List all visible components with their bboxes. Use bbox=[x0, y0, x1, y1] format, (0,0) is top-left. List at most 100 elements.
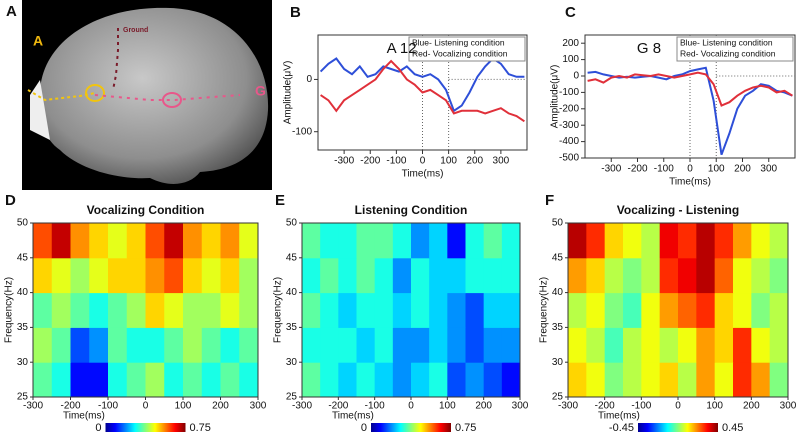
heatmap-cell bbox=[392, 292, 412, 328]
heatmap-cell bbox=[89, 223, 109, 259]
heatmap-cell bbox=[126, 292, 146, 328]
heatmap-cell bbox=[678, 362, 697, 398]
heatmap-cell bbox=[411, 327, 430, 363]
x-tick-label: -200 bbox=[328, 401, 348, 412]
x-tick-label: 0 bbox=[687, 164, 693, 175]
heatmap-cell bbox=[714, 327, 734, 363]
heatmap-cell bbox=[714, 362, 734, 398]
heatmap-cell bbox=[586, 223, 606, 259]
x-axis-label: Time(ms) bbox=[598, 411, 640, 422]
legend-label: Blue- Listening condition bbox=[412, 37, 505, 47]
heatmap-cell bbox=[338, 223, 357, 259]
y-tick-label: 35 bbox=[552, 322, 564, 333]
heatmap-cell bbox=[51, 327, 71, 363]
heatmap-cell bbox=[33, 257, 53, 294]
brain bbox=[39, 7, 269, 184]
heatmap-cell bbox=[447, 327, 466, 363]
panel-label: A bbox=[6, 3, 17, 20]
y-tick-label: -200 bbox=[559, 103, 579, 114]
y-tick-label: 40 bbox=[17, 287, 29, 298]
heatmap-cell bbox=[239, 257, 259, 294]
heatmap-cell bbox=[33, 223, 53, 259]
x-tick-label: -200 bbox=[595, 401, 615, 412]
heatmap-cell bbox=[145, 327, 165, 363]
y-tick-label: 200 bbox=[562, 38, 579, 49]
heatmap-cell bbox=[696, 327, 716, 363]
heatmap-cell bbox=[586, 292, 606, 328]
heatmap-cell bbox=[356, 327, 376, 363]
heatmap-cell bbox=[641, 362, 661, 398]
heatmap-cell bbox=[374, 223, 394, 259]
heatmap-cell bbox=[239, 292, 259, 328]
chart-title: A 12 bbox=[387, 40, 417, 57]
strip-label: A bbox=[33, 33, 43, 49]
heatmap-cell bbox=[483, 362, 503, 398]
heatmap-cell bbox=[447, 362, 466, 398]
heatmap-cell bbox=[89, 292, 109, 328]
heatmap-cell bbox=[501, 223, 521, 259]
heatmap-cell bbox=[733, 223, 752, 259]
heatmap-cell bbox=[678, 257, 697, 294]
heatmap-cell bbox=[302, 362, 321, 398]
y-tick-label: 35 bbox=[17, 322, 29, 333]
x-tick-label: 300 bbox=[512, 401, 529, 412]
electrode-highlight bbox=[162, 92, 182, 108]
heatmap-cell bbox=[604, 223, 624, 259]
heatmap-cell bbox=[465, 257, 485, 294]
y-tick-label: 50 bbox=[552, 218, 564, 229]
heatmap-cell bbox=[70, 362, 90, 398]
heatmap-cell bbox=[678, 327, 697, 363]
x-tick-label: 0 bbox=[408, 401, 414, 412]
heatmap-cell bbox=[568, 223, 587, 259]
heatmap-cell bbox=[641, 223, 661, 259]
x-tick-label: -300 bbox=[23, 401, 43, 412]
heatmap-cell bbox=[641, 257, 661, 294]
x-tick-label: 100 bbox=[439, 401, 456, 412]
y-tick-label: 50 bbox=[286, 218, 298, 229]
legend-label: Red- Vocalizing condition bbox=[412, 48, 508, 58]
heatmap-cell bbox=[89, 327, 109, 363]
heatmap-cell bbox=[183, 292, 203, 328]
heatmap-cell bbox=[447, 257, 466, 294]
heatmap-cell bbox=[33, 292, 53, 328]
heatmap-cell bbox=[126, 257, 146, 294]
series-line bbox=[320, 59, 525, 123]
heatmap-cell bbox=[483, 223, 503, 259]
heatmap-cell bbox=[356, 362, 376, 398]
heatmap-cell bbox=[302, 223, 321, 259]
heatmap-cell bbox=[659, 257, 679, 294]
heatmap-cell bbox=[568, 257, 587, 294]
heatmap-cell bbox=[145, 362, 165, 398]
heatmap-cell bbox=[447, 292, 466, 328]
panel-label: D bbox=[5, 192, 16, 209]
y-tick-label: -100 bbox=[292, 126, 312, 137]
legend-label: Blue- Listening condition bbox=[680, 37, 773, 47]
heatmap-cell bbox=[733, 362, 752, 398]
heatmap-cell bbox=[220, 292, 240, 328]
heatmap-cell bbox=[411, 292, 430, 328]
x-tick-label: 200 bbox=[475, 401, 492, 412]
heatmap-cell bbox=[623, 223, 642, 259]
heatmap-cell bbox=[604, 362, 624, 398]
heatmap-cell bbox=[465, 292, 485, 328]
x-tick-label: -100 bbox=[654, 164, 674, 175]
panel-label: E bbox=[275, 192, 285, 209]
heatmap-cell bbox=[201, 223, 221, 259]
electrode-strip-a bbox=[27, 89, 96, 102]
heatmap-cell bbox=[70, 292, 90, 328]
chart-title: Vocalizing - Listening bbox=[617, 203, 739, 217]
heatmap-cell bbox=[696, 257, 716, 294]
heatmap-cell bbox=[374, 292, 394, 328]
heatmap-cell bbox=[164, 257, 184, 294]
heatmap-cell bbox=[320, 292, 339, 328]
x-axis-label: Time(ms) bbox=[332, 411, 374, 422]
heatmap-cell bbox=[586, 327, 606, 363]
heatmap-cell bbox=[51, 257, 71, 294]
heatmap-cell bbox=[302, 327, 321, 363]
colorbar bbox=[371, 423, 451, 432]
heatmap-cell bbox=[70, 257, 90, 294]
x-tick-label: 0 bbox=[143, 401, 149, 412]
colorbar bbox=[638, 423, 718, 432]
heatmap-cell bbox=[183, 327, 203, 363]
y-tick-label: -500 bbox=[559, 153, 579, 164]
